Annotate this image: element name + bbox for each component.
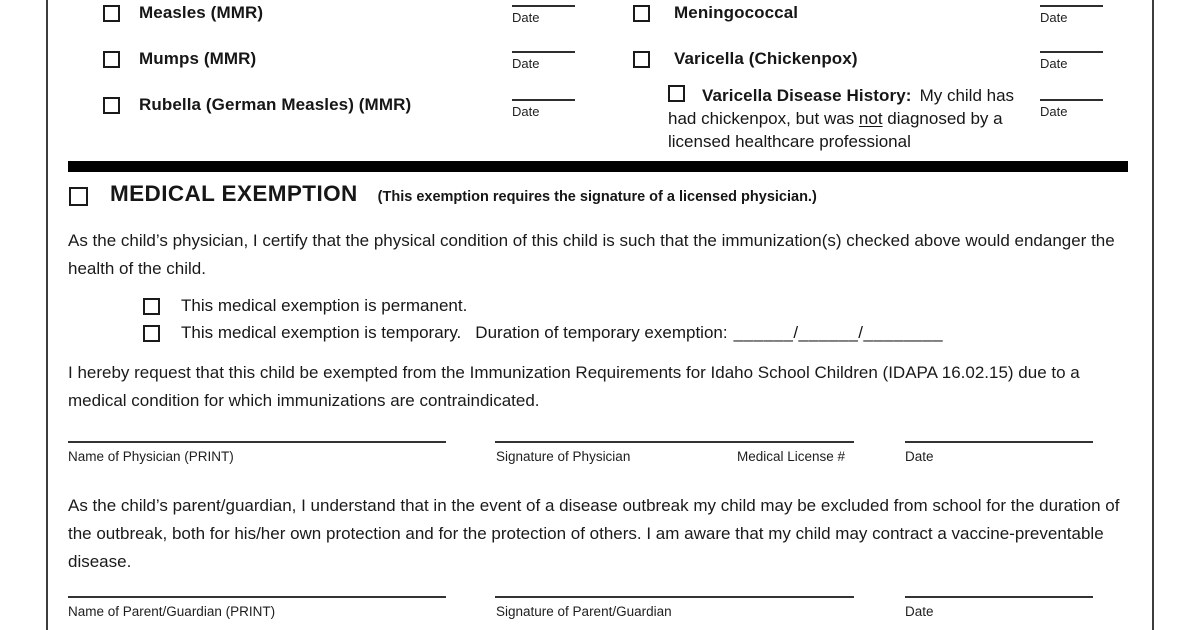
- date-label: Date: [512, 10, 540, 25]
- rubella-date-line[interactable]: [512, 99, 575, 101]
- varicella-history-date-line[interactable]: [1040, 99, 1103, 101]
- medical-license-label: Medical License #: [737, 449, 846, 464]
- medical-exemption-header: MEDICAL EXEMPTION (This exemption requir…: [69, 181, 817, 207]
- vaccine-row-mumps: Mumps (MMR): [103, 49, 256, 69]
- medical-exemption-checkbox[interactable]: [69, 186, 88, 206]
- vaccine-label: Measles (MMR): [139, 3, 264, 22]
- date-label: Date: [1040, 104, 1068, 119]
- vaccine-label: Meningococcal: [674, 3, 799, 22]
- varicella-date-line[interactable]: [1040, 51, 1103, 53]
- vaccine-row-rubella: Rubella (German Measles) (MMR): [103, 95, 411, 115]
- date-label: Date: [1040, 10, 1068, 25]
- varicella-history-text: diagnosed by a licensed healthcare profe…: [668, 109, 1003, 151]
- parent-paragraph: As the child’s parent/guardian, I unders…: [68, 496, 1120, 571]
- request-paragraph: I hereby request that this child be exem…: [68, 363, 1080, 410]
- form-right-border: [1152, 0, 1154, 630]
- varicella-history-not-word: not: [858, 109, 883, 128]
- date-label: Date: [1040, 56, 1068, 71]
- mumps-date-line[interactable]: [512, 51, 575, 53]
- temporary-option-label: This medical exemption is temporary.: [181, 323, 462, 342]
- permanent-option: This medical exemption is permanent.: [143, 296, 467, 316]
- parent-signature-label: Signature of Parent/Guardian: [496, 604, 672, 619]
- section-title: MEDICAL EXEMPTION: [110, 181, 358, 206]
- varicella-checkbox[interactable]: [633, 51, 650, 68]
- rubella-checkbox[interactable]: [103, 97, 120, 114]
- meningococcal-checkbox[interactable]: [633, 5, 650, 22]
- vaccine-row-meningococcal: Meningococcal: [633, 3, 798, 23]
- duration-blank-field[interactable]: ______/______/________: [733, 323, 944, 342]
- section-subtitle: (This exemption requires the signature o…: [377, 189, 817, 205]
- parent-name-label: Name of Parent/Guardian (PRINT): [68, 604, 276, 619]
- vaccine-label: Mumps (MMR): [139, 49, 257, 68]
- rubella-date-field: Date: [512, 99, 575, 119]
- meningococcal-date-line[interactable]: [1040, 5, 1103, 7]
- parent-date-label: Date: [905, 604, 934, 619]
- mumps-date-field: Date: [512, 51, 575, 71]
- physician-name-label: Name of Physician (PRINT): [68, 449, 234, 464]
- meningococcal-date-field: Date: [1040, 5, 1103, 25]
- date-label: Date: [512, 56, 540, 71]
- varicella-history-date-field: Date: [1040, 99, 1103, 119]
- parent-date-line[interactable]: [905, 596, 1093, 598]
- varicella-history-text: My child has had chickenpox, but was: [668, 86, 1015, 128]
- vaccine-row-varicella: Varicella (Chickenpox): [633, 49, 858, 69]
- vaccine-label: Varicella (Chickenpox): [674, 49, 858, 68]
- varicella-history-label: Varicella Disease History:: [702, 86, 912, 105]
- mumps-checkbox[interactable]: [103, 51, 120, 68]
- form-left-border: [46, 0, 48, 630]
- measles-date-field: Date: [512, 5, 575, 25]
- vaccine-row-measles: Measles (MMR): [103, 3, 263, 23]
- physician-date-line[interactable]: [905, 441, 1093, 443]
- temporary-checkbox[interactable]: [143, 325, 160, 342]
- physician-date-label: Date: [905, 449, 934, 464]
- measles-date-line[interactable]: [512, 5, 575, 7]
- physician-signature-line[interactable]: [495, 441, 854, 443]
- varicella-history-checkbox[interactable]: [668, 85, 685, 102]
- varicella-date-field: Date: [1040, 51, 1103, 71]
- parent-signature-line[interactable]: [495, 596, 854, 598]
- duration-label: Duration of temporary exemption:: [475, 323, 728, 342]
- physician-name-line[interactable]: [68, 441, 446, 443]
- vaccine-label: Rubella (German Measles) (MMR): [139, 95, 412, 114]
- certify-paragraph: As the child’s physician, I certify that…: [68, 231, 1115, 278]
- parent-name-line[interactable]: [68, 596, 446, 598]
- varicella-history-item: Varicella Disease History: My child has h…: [668, 84, 1024, 153]
- date-label: Date: [512, 104, 540, 119]
- permanent-option-label: This medical exemption is permanent.: [181, 296, 468, 315]
- temporary-option: This medical exemption is temporary. Dur…: [143, 323, 943, 343]
- permanent-checkbox[interactable]: [143, 298, 160, 315]
- physician-signature-label: Signature of Physician: [496, 449, 631, 464]
- measles-checkbox[interactable]: [103, 5, 120, 22]
- section-divider-bar: [68, 161, 1128, 172]
